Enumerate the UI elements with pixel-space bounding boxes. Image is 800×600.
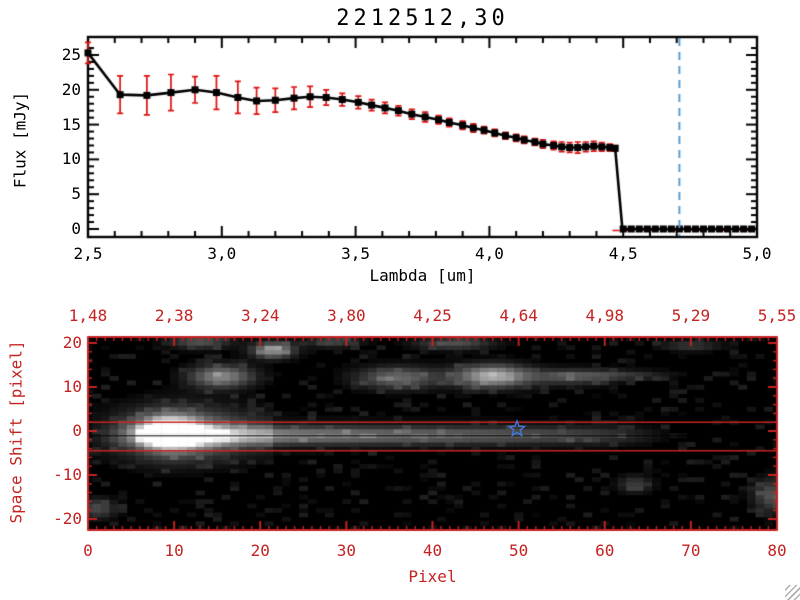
tick-label: -10 <box>53 465 82 484</box>
tick-label: 30 <box>336 541 357 560</box>
tick-label: 60 <box>595 541 615 560</box>
lambda-axis-label: Lambda [um] <box>369 266 476 285</box>
tick-label: 10 <box>62 377 82 396</box>
tick-label: 10 <box>61 149 81 169</box>
tick-label: 5 <box>71 184 81 204</box>
tick-label: 0 <box>71 219 81 238</box>
tick-label: 4,25 <box>413 306 452 325</box>
tick-label: 50 <box>508 541 529 560</box>
tick-label: 4,98 <box>585 306 625 325</box>
tick-label: 2,5 <box>73 244 103 263</box>
tick-label: 3,5 <box>341 244 371 263</box>
tick-label: 10 <box>164 541 184 560</box>
flux-axis-label: Flux [mJy] <box>10 91 30 189</box>
tick-label: 20 <box>62 333 82 352</box>
tick-label: 5,0 <box>742 244 772 263</box>
tick-label: 5,29 <box>671 306 711 325</box>
tick-label: 4,64 <box>499 306 538 325</box>
tick-label: 20 <box>61 79 81 99</box>
tick-label: 25 <box>61 45 81 64</box>
plot-title: 2212512,30 <box>336 6 509 31</box>
tick-label: 4,0 <box>474 244 504 263</box>
tick-label: 20 <box>250 541 270 560</box>
tick-label: 15 <box>61 114 81 134</box>
star-marker-icon <box>507 419 527 438</box>
tick-label: -20 <box>53 509 82 528</box>
tick-label: 5,55 <box>757 306 797 325</box>
tick-label: 80 <box>767 541 787 560</box>
tick-label: 3,80 <box>327 306 366 325</box>
tick-label: 0 <box>72 421 82 440</box>
tick-label: 1,48 <box>68 306 108 325</box>
tick-label: 4,5 <box>608 244 638 263</box>
tick-label: 40 <box>422 541 443 560</box>
resize-grip[interactable] <box>785 585 800 600</box>
tick-label: 3,0 <box>207 244 237 263</box>
tick-label: 70 <box>681 541 701 560</box>
tick-label: 0 <box>83 541 93 560</box>
space-shift-axis-label: Space Shift [pixel] <box>6 340 26 524</box>
pixel-axis-label: Pixel <box>408 567 457 586</box>
tick-label: 2,38 <box>154 306 194 325</box>
tick-label: 3,24 <box>240 306 280 325</box>
